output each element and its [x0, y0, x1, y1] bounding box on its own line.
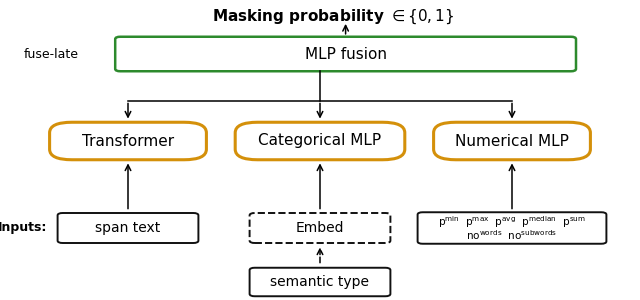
FancyBboxPatch shape: [58, 213, 198, 243]
FancyBboxPatch shape: [236, 122, 405, 160]
Text: Inputs:: Inputs:: [0, 221, 47, 235]
FancyBboxPatch shape: [115, 37, 576, 71]
Text: semantic type: semantic type: [271, 275, 369, 289]
FancyBboxPatch shape: [434, 122, 590, 160]
Text: Embed: Embed: [296, 221, 344, 235]
Text: Masking probability $\in \{0, 1\}$: Masking probability $\in \{0, 1\}$: [212, 8, 454, 26]
FancyBboxPatch shape: [50, 122, 206, 160]
Text: Transformer: Transformer: [82, 134, 174, 148]
Text: Categorical MLP: Categorical MLP: [259, 134, 381, 148]
Text: fuse-late: fuse-late: [24, 47, 79, 61]
Text: Numerical MLP: Numerical MLP: [455, 134, 569, 148]
FancyBboxPatch shape: [250, 213, 390, 243]
FancyBboxPatch shape: [250, 268, 390, 296]
FancyBboxPatch shape: [418, 212, 607, 244]
Text: no$^{\mathrm{words}}$  no$^{\mathrm{subwords}}$: no$^{\mathrm{words}}$ no$^{\mathrm{subwo…: [467, 229, 557, 242]
Text: p$^{\mathrm{min}}$  p$^{\mathrm{max}}$  p$^{\mathrm{avg}}$  p$^{\mathrm{median}}: p$^{\mathrm{min}}$ p$^{\mathrm{max}}$ p$…: [438, 215, 586, 230]
Text: MLP fusion: MLP fusion: [305, 46, 387, 62]
Text: span text: span text: [95, 221, 161, 235]
